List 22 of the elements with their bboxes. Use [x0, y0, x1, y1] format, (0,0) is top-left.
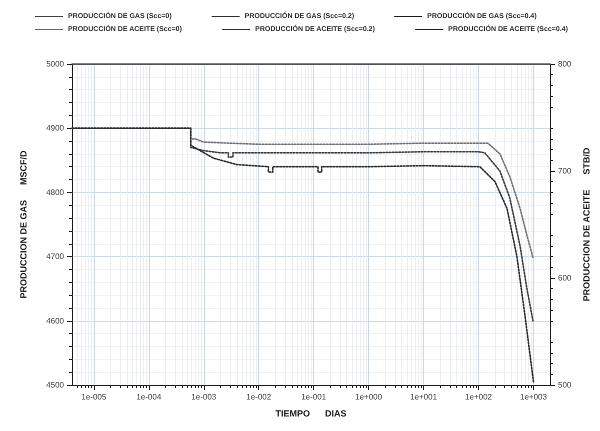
- x-tick-label: 1e-002: [246, 392, 272, 402]
- y-tick-label: 4600: [46, 316, 65, 326]
- x-tick-label: 1e+003: [520, 392, 548, 402]
- y2-tick-label: 700: [558, 166, 572, 176]
- y2-tick-label: 600: [558, 274, 572, 282]
- x-tick-label: 1e-003: [191, 392, 217, 402]
- y2-tick-label: 500: [558, 380, 572, 390]
- x-tick-label: 1e+001: [410, 392, 438, 402]
- y2-axis-title: PRODUCCION DE ACEITE STB/D: [582, 147, 592, 302]
- y-tick-label: 4800: [46, 188, 65, 197]
- x-tick-label: 1e-001: [301, 392, 327, 402]
- x-axis-title: TIEMPO DIAS: [275, 408, 347, 418]
- x-tick-label: 1e+000: [355, 392, 383, 402]
- y-tick-label: 4900: [46, 124, 65, 133]
- y-tick-label: 4700: [46, 252, 65, 262]
- y2-tick-label: 800: [558, 60, 572, 68]
- x-tick-label: 1e-005: [81, 392, 107, 402]
- y-tick-label: 4500: [46, 380, 65, 390]
- x-tick-label: 1e+002: [465, 392, 493, 402]
- y-tick-label: 5000: [46, 60, 65, 68]
- x-tick-label: 1e-004: [136, 392, 162, 402]
- y-axis-title: PRODUCCION DE GAS MSCF/D: [18, 150, 28, 299]
